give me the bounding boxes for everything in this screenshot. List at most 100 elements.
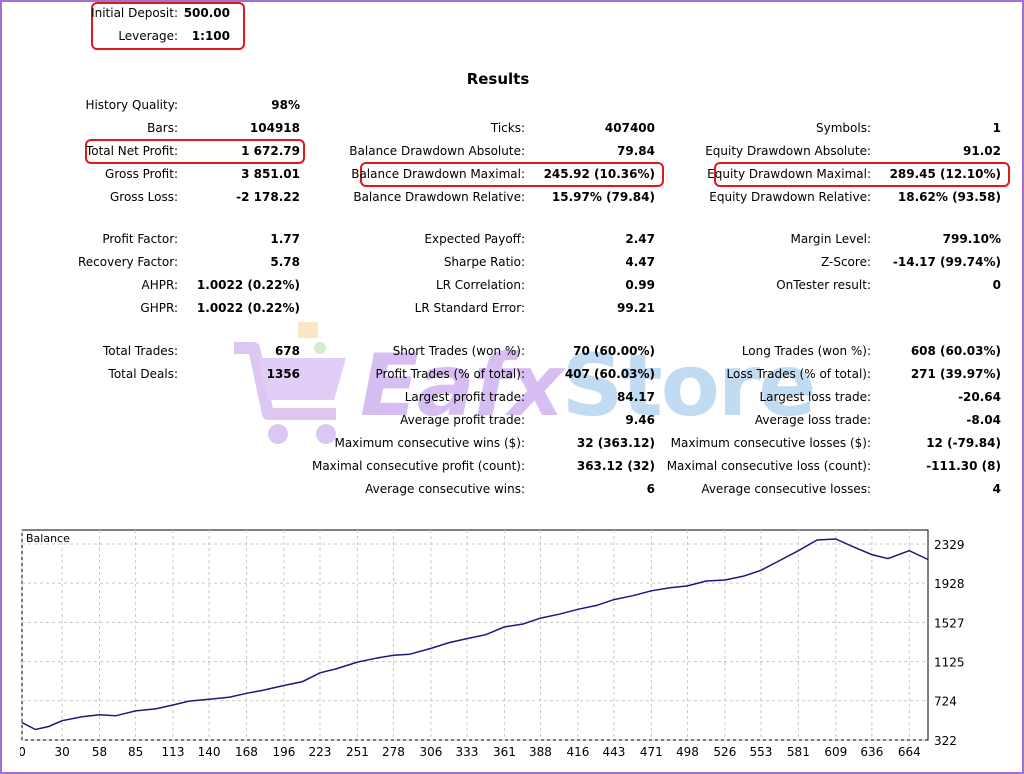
results-title: Results xyxy=(466,70,530,88)
average-loss-trade-label: Average loss trade: xyxy=(754,413,871,427)
net-profit-highlight-box xyxy=(85,139,305,164)
x-tick-label: 113 xyxy=(162,745,185,759)
maximal-consecutive-loss-count-value: -111.30 (8) xyxy=(926,459,1001,473)
z-score-label: Z-Score: xyxy=(821,255,871,269)
z-score-value: -14.17 (99.74%) xyxy=(892,255,1001,269)
x-tick-label: 0 xyxy=(20,745,26,759)
ontester-result-value: 0 xyxy=(992,278,1001,292)
short-trades-won-value: 70 (60.00%) xyxy=(573,344,655,358)
symbols-value: 1 xyxy=(992,121,1001,135)
sharpe-ratio-value: 4.47 xyxy=(625,255,655,269)
equity-drawdown-relative-value: 18.62% (93.58) xyxy=(897,190,1001,204)
deposit-highlight-box xyxy=(91,2,245,50)
maximal-consecutive-profit-count-value: 363.12 (32) xyxy=(576,459,655,473)
x-tick-label: 636 xyxy=(860,745,883,759)
recovery-factor-value: 5.78 xyxy=(270,255,300,269)
equity-drawdown-maximal-value: 289.45 (12.10%) xyxy=(889,167,1001,181)
lr-standard-error-value: 99.21 xyxy=(617,301,655,315)
x-tick-label: 471 xyxy=(640,745,663,759)
x-tick-label: 664 xyxy=(898,745,921,759)
sharpe-ratio-label: Sharpe Ratio: xyxy=(443,255,525,269)
balance-drawdown-relative-value: 15.97% (79.84) xyxy=(551,190,655,204)
margin-level-label: Margin Level: xyxy=(790,232,871,246)
profit-trades-of-total-value: 407 (60.03%) xyxy=(564,367,655,381)
bars-value: 104918 xyxy=(249,121,300,135)
shopping-cart-icon xyxy=(234,322,346,444)
y-tick-label: 1527 xyxy=(934,616,965,630)
recovery-factor-label: Recovery Factor: xyxy=(77,255,178,269)
loss-trades-of-total-label: Loss Trades (% of total): xyxy=(726,367,872,381)
average-profit-trade-value: 9.46 xyxy=(625,413,655,427)
total-deals-label: Total Deals: xyxy=(108,367,178,381)
equity-drawdown-relative-label: Equity Drawdown Relative: xyxy=(709,190,871,204)
x-tick-label: 443 xyxy=(603,745,626,759)
x-tick-label: 58 xyxy=(92,745,107,759)
largest-profit-trade-label: Largest profit trade: xyxy=(404,390,525,404)
balance-drawdown-absolute-label: Balance Drawdown Absolute: xyxy=(349,144,525,158)
maximum-consecutive-losses-value: 12 (-79.84) xyxy=(926,436,1001,450)
maximum-consecutive-wins-label: Maximum consecutive wins ($): xyxy=(334,436,525,450)
maximal-consecutive-profit-count-label: Maximal consecutive profit (count): xyxy=(311,459,525,473)
total-net-profit-label: Total Net Profit: xyxy=(85,144,178,158)
balance-chart: 0 30 58 85 113 140 168 196 223 251 278 306 333 361 388… xyxy=(20,528,1006,772)
x-tick-label: 361 xyxy=(493,745,516,759)
x-tick-label: 498 xyxy=(676,745,699,759)
ticks-label: Ticks: xyxy=(490,121,525,135)
x-tick-label: 85 xyxy=(128,745,143,759)
x-tick-label: 30 xyxy=(54,745,69,759)
watermark-text: EafxStore xyxy=(360,336,817,436)
balance-line xyxy=(21,538,929,731)
loss-trades-of-total-value: 271 (39.97%) xyxy=(910,367,1001,381)
total-deals-value: 1356 xyxy=(266,367,300,381)
history-quality-value: 98% xyxy=(271,98,300,112)
x-tick-label: 333 xyxy=(456,745,479,759)
average-consecutive-wins-value: 6 xyxy=(646,482,655,496)
x-tick-label: 609 xyxy=(824,745,847,759)
largest-loss-trade-label: Largest loss trade: xyxy=(759,390,871,404)
watermark: EafxStore xyxy=(228,318,817,458)
x-tick-label: 388 xyxy=(529,745,552,759)
x-tick-label: 526 xyxy=(713,745,736,759)
lr-correlation-label: LR Correlation: xyxy=(435,278,525,292)
ghpr-label: GHPR: xyxy=(140,301,178,315)
x-tick-label: 278 xyxy=(382,745,405,759)
x-tick-label: 306 xyxy=(419,745,442,759)
y-tick-label: 1125 xyxy=(934,656,965,670)
history-quality-label: History Quality: xyxy=(85,98,178,112)
long-trades-won-value: 608 (60.03%) xyxy=(910,344,1001,358)
total-trades-value: 678 xyxy=(274,344,300,358)
maximum-consecutive-wins-value: 32 (363.12) xyxy=(576,436,655,450)
average-consecutive-losses-label: Average consecutive losses: xyxy=(701,482,871,496)
balance-chart-svg: 0 30 58 85 113 140 168 196 223 251 278 306 333 361 388… xyxy=(20,529,965,759)
equity-drawdown-highlight-box xyxy=(714,162,1010,187)
long-trades-won-label: Long Trades (won %): xyxy=(741,344,871,358)
gross-profit-value: 3 851.01 xyxy=(241,167,300,181)
y-tick-label: 2329 xyxy=(934,538,965,552)
x-tick-label: 553 xyxy=(750,745,773,759)
bars-label: Bars: xyxy=(147,121,178,135)
symbols-label: Symbols: xyxy=(816,121,871,135)
total-net-profit-value: 1 672.79 xyxy=(241,144,300,158)
ahpr-value: 1.0022 (0.22%) xyxy=(196,278,300,292)
lr-standard-error-label: LR Standard Error: xyxy=(414,301,525,315)
y-tick-label: 1928 xyxy=(934,577,965,591)
initial-deposit-label: Initial Deposit: xyxy=(91,6,178,20)
y-tick-label: 322 xyxy=(934,734,957,748)
x-tick-label: 416 xyxy=(566,745,589,759)
equity-drawdown-absolute-value: 91.02 xyxy=(963,144,1001,158)
x-tick-label: 581 xyxy=(787,745,810,759)
leverage-value: 1:100 xyxy=(191,29,230,43)
average-consecutive-wins-label: Average consecutive wins: xyxy=(365,482,525,496)
profit-factor-value: 1.77 xyxy=(270,232,300,246)
leverage-label: Leverage: xyxy=(118,29,178,43)
y-tick-label: 724 xyxy=(934,695,957,709)
profit-factor-label: Profit Factor: xyxy=(102,232,178,246)
x-tick-label: 140 xyxy=(198,745,221,759)
gross-loss-value: -2 178.22 xyxy=(236,190,300,204)
total-trades-label: Total Trades: xyxy=(103,344,178,358)
equity-drawdown-absolute-label: Equity Drawdown Absolute: xyxy=(705,144,871,158)
short-trades-won-label: Short Trades (won %): xyxy=(392,344,525,358)
x-tick-label: 251 xyxy=(346,745,369,759)
expected-payoff-value: 2.47 xyxy=(625,232,655,246)
maximal-consecutive-loss-count-label: Maximal consecutive loss (count): xyxy=(666,459,871,473)
